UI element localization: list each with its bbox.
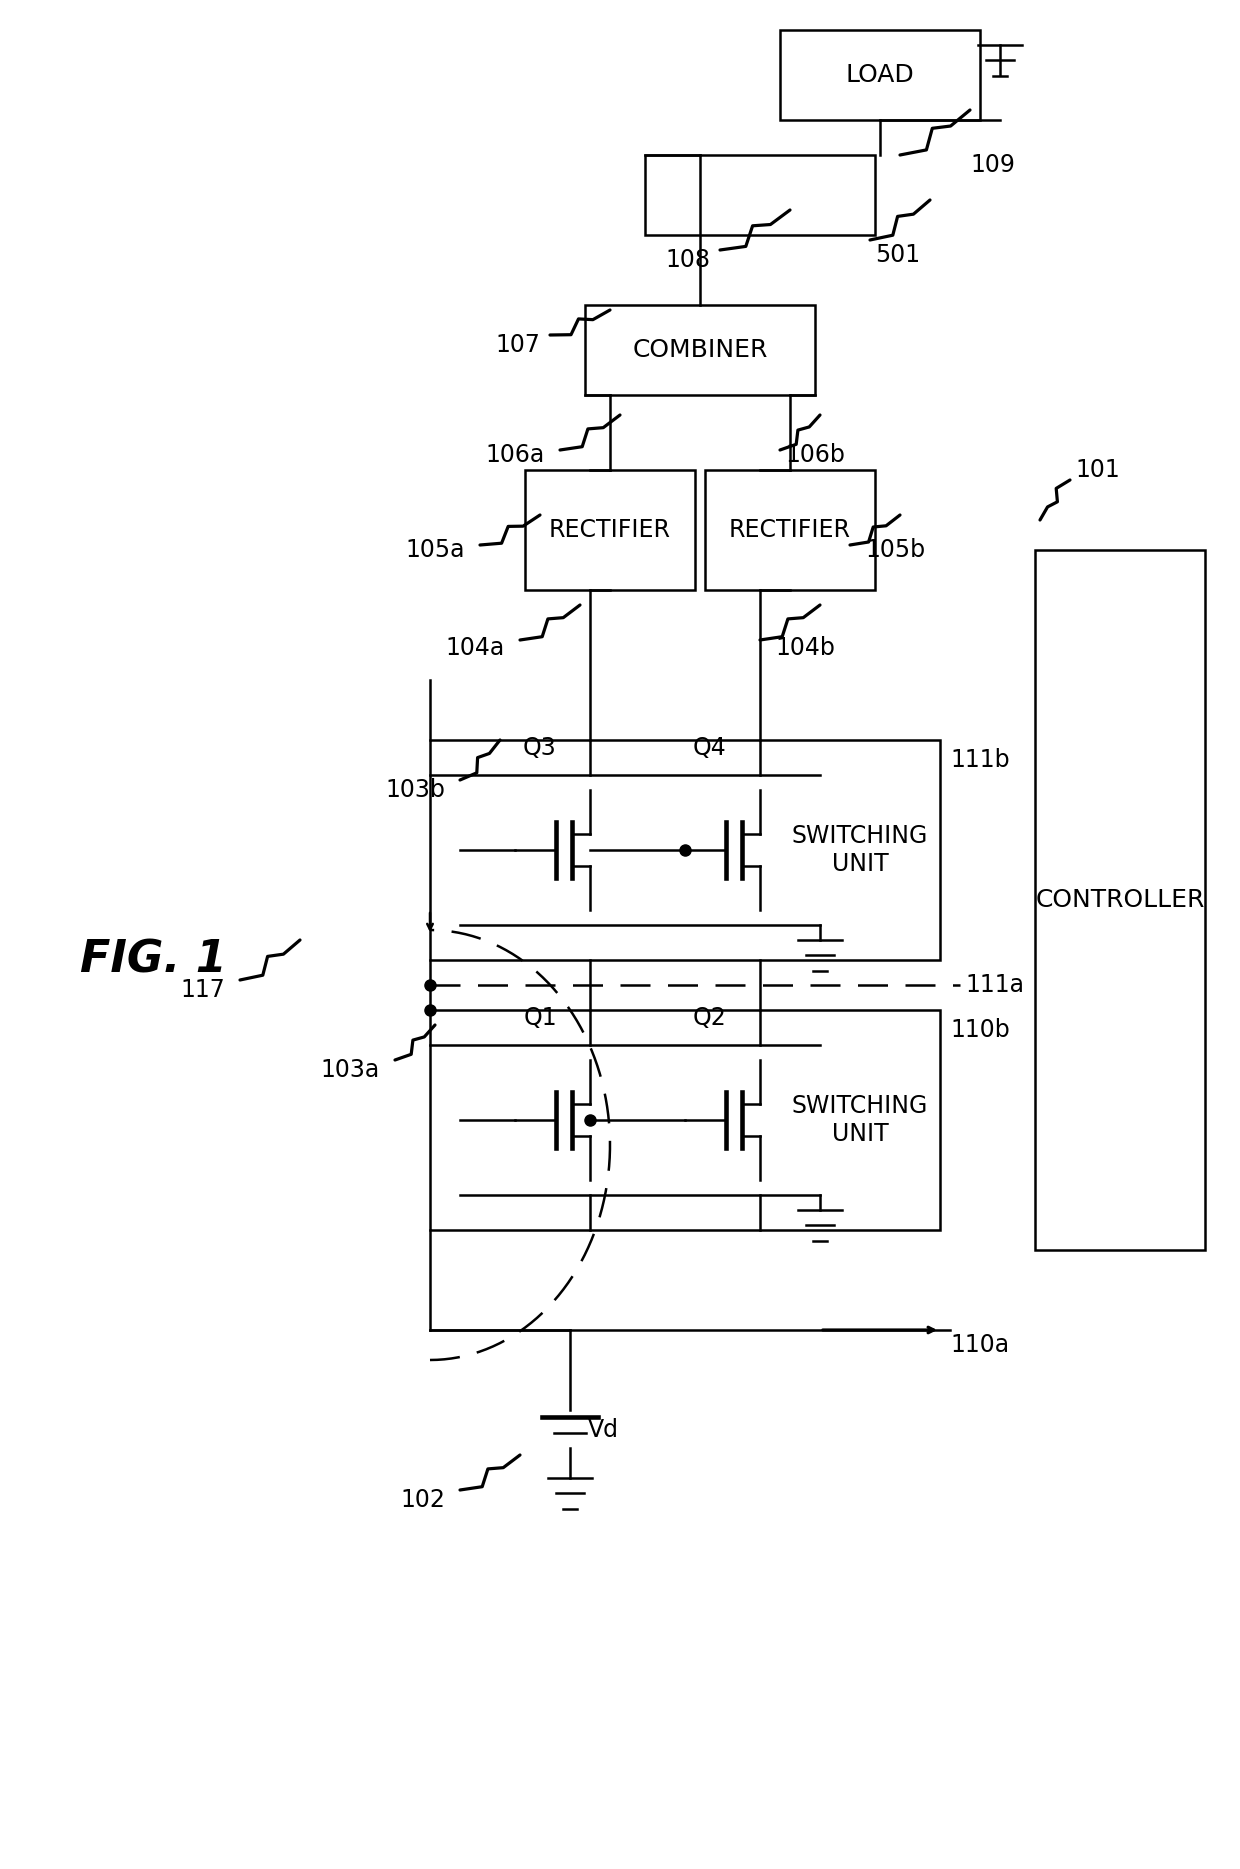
Text: SWITCHING
UNIT: SWITCHING UNIT [792,824,929,877]
Text: RECTIFIER: RECTIFIER [549,518,671,542]
Text: 104b: 104b [775,635,835,660]
Text: Vd: Vd [588,1419,619,1443]
Text: 103a: 103a [321,1058,379,1082]
Text: 111b: 111b [950,748,1009,772]
Text: 117: 117 [180,977,224,1002]
Text: Q1: Q1 [523,1006,557,1030]
Text: 106a: 106a [486,443,546,467]
Bar [585,305,815,394]
Bar [780,30,980,120]
Bar [525,469,694,591]
Text: 109: 109 [970,153,1014,178]
Text: Q2: Q2 [693,1006,727,1030]
Text: 106b: 106b [785,443,844,467]
Text: 102: 102 [401,1488,445,1512]
Text: 110b: 110b [950,1019,1009,1043]
Text: 104a: 104a [445,635,505,660]
Text: 105a: 105a [405,538,465,563]
Text: Q4: Q4 [693,736,727,761]
Text: LOAD: LOAD [846,64,914,88]
Text: 501: 501 [875,243,920,267]
Text: COMBINER: COMBINER [632,338,768,363]
Text: 108: 108 [665,249,711,273]
Text: 103b: 103b [386,778,445,802]
Text: 107: 107 [495,333,539,357]
Text: RECTIFIER: RECTIFIER [729,518,851,542]
Bar [706,469,875,591]
Bar [1035,549,1205,1250]
Text: CONTROLLER: CONTROLLER [1035,888,1205,912]
Text: FIG. 1: FIG. 1 [81,938,227,981]
Text: 105b: 105b [866,538,925,563]
Bar [430,740,940,961]
Text: 110a: 110a [950,1333,1009,1357]
Text: 111a: 111a [965,974,1024,996]
Text: Q3: Q3 [523,736,557,761]
Bar [645,155,875,235]
Bar [430,1009,940,1230]
Text: 101: 101 [1075,458,1120,482]
Text: SWITCHING
UNIT: SWITCHING UNIT [792,1093,929,1146]
